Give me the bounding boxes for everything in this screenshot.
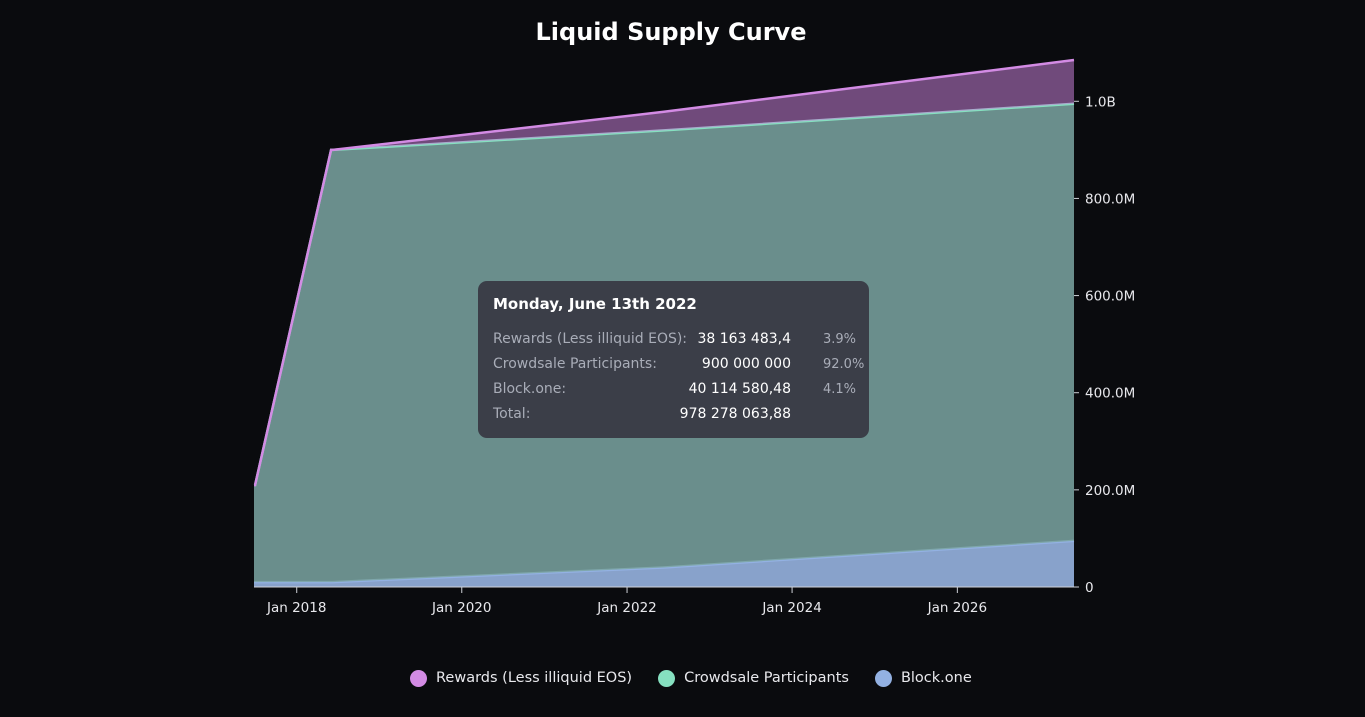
legend-item[interactable]: Rewards (Less illiquid EOS) bbox=[410, 669, 633, 687]
legend-item[interactable]: Crowdsale Participants bbox=[658, 669, 849, 687]
tooltip-row-pct: 3.9% bbox=[823, 332, 857, 347]
x-tick-label: Jan 2024 bbox=[761, 600, 821, 616]
y-tick-label: 800.0M bbox=[1085, 191, 1135, 207]
tooltip-row-label: Rewards (Less illiquid EOS): bbox=[493, 331, 688, 347]
area-block-one bbox=[254, 540, 1074, 587]
tooltip-row-value: 900 000 000 bbox=[701, 356, 791, 372]
line-rewards-less-illiquid-eos bbox=[253, 58, 1075, 487]
tooltip-row-pct: 4.1% bbox=[823, 382, 857, 397]
x-tick-label: Jan 2026 bbox=[927, 600, 987, 616]
y-tick-label: 600.0M bbox=[1085, 289, 1135, 305]
legend-swatch bbox=[874, 669, 892, 687]
tooltip-row-label: Crowdsale Participants: bbox=[493, 356, 657, 372]
tooltip-row-value: 38 163 483,4 bbox=[697, 331, 791, 347]
tooltip-row-value: 40 114 580,48 bbox=[688, 381, 791, 397]
legend-label: Block.one bbox=[900, 670, 972, 686]
tooltip-row-value: 978 278 063,88 bbox=[679, 406, 791, 422]
y-tick-label: 400.0M bbox=[1085, 386, 1135, 402]
legend-item[interactable]: Block.one bbox=[874, 669, 972, 687]
chart-legend: Rewards (Less illiquid EOS) Crowdsale Par… bbox=[410, 666, 998, 690]
legend-label: Rewards (Less illiquid EOS) bbox=[436, 670, 633, 686]
chart-tooltip: Monday, June 13th 2022 Rewards (Less ill… bbox=[478, 281, 869, 438]
tooltip-rows: Rewards (Less illiquid EOS): 38 163 483,4… bbox=[493, 327, 864, 427]
tooltip-date: Monday, June 13th 2022 bbox=[493, 295, 697, 313]
tooltip-row: Total: 978 278 063,88 bbox=[493, 402, 854, 427]
legend-swatch bbox=[658, 669, 676, 687]
area-rewards-less-illiquid-eos bbox=[254, 60, 1074, 485]
x-tick-label: Jan 2022 bbox=[596, 600, 656, 616]
tooltip-row-pct: 92.0% bbox=[823, 357, 865, 372]
tooltip-row: Block.one: 40 114 580,48 4.1% bbox=[493, 377, 857, 402]
tooltip-row: Rewards (Less illiquid EOS): 38 163 483,4… bbox=[493, 327, 857, 352]
y-tick-label: 0 bbox=[1085, 580, 1094, 596]
legend-swatch bbox=[410, 669, 427, 687]
legend-label: Crowdsale Participants bbox=[684, 670, 849, 686]
tooltip-row-label: Block.one: bbox=[493, 381, 567, 397]
x-tick-label: Jan 2018 bbox=[266, 600, 326, 616]
y-tick-label: 200.0M bbox=[1085, 483, 1135, 499]
y-tick-label: 1.0B bbox=[1085, 94, 1116, 110]
x-tick-label: Jan 2020 bbox=[431, 600, 491, 616]
chart-title: Liquid Supply Curve bbox=[535, 18, 807, 46]
tooltip-row: Crowdsale Participants: 900 000 000 92.0% bbox=[493, 352, 864, 377]
tooltip-row-label: Total: bbox=[493, 406, 531, 422]
